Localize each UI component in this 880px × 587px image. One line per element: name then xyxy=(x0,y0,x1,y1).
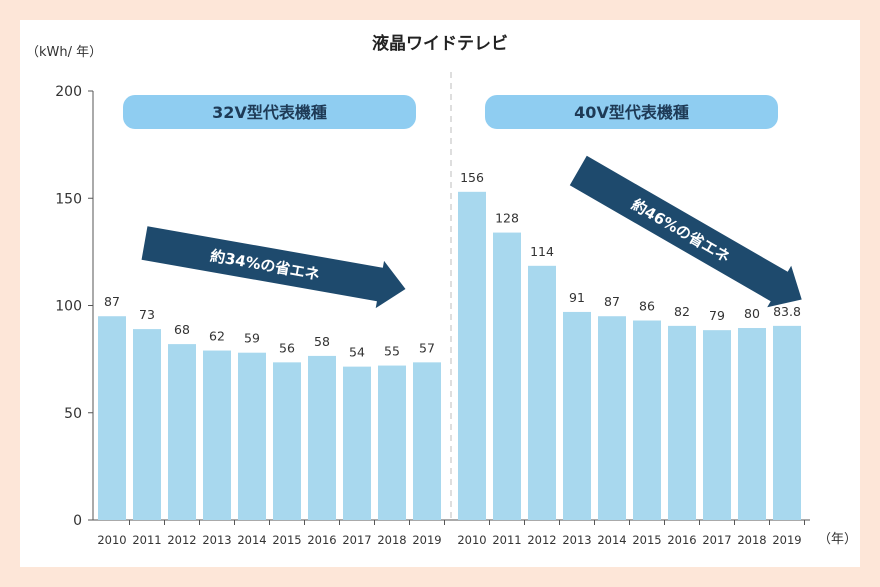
bar xyxy=(738,328,766,520)
x-axis-unit: （年） xyxy=(818,532,857,547)
bar xyxy=(773,325,801,520)
group-name: 32V型代表機種 xyxy=(212,103,327,122)
bar-chart: 液晶ワイドテレビ （kWh/ 年） 0 50 100 150 200 87 2010 73 2… xyxy=(26,33,857,547)
y-tick-label: 100 xyxy=(55,299,82,315)
x-tick-label: 2019 xyxy=(772,533,801,547)
x-tick-label: 2010 xyxy=(457,533,486,547)
arrow-shape xyxy=(141,226,406,309)
bar xyxy=(308,355,336,520)
bar xyxy=(238,352,266,520)
data-label: 73 xyxy=(139,307,155,322)
savings-arrow: 約34%の省エネ xyxy=(141,226,406,309)
x-tick-label: 2016 xyxy=(667,533,696,547)
bar xyxy=(668,325,696,520)
data-label: 114 xyxy=(530,244,554,259)
data-label: 68 xyxy=(174,322,190,337)
x-tick-label: 2016 xyxy=(307,533,336,547)
bar xyxy=(343,366,371,520)
data-label: 54 xyxy=(349,345,365,360)
bar xyxy=(413,362,441,520)
data-label: 58 xyxy=(314,334,330,349)
savings-label: 約46%の省エネ xyxy=(628,195,733,266)
x-tick-label: 2018 xyxy=(737,533,766,547)
x-tick-label: 2011 xyxy=(492,533,521,547)
data-label: 91 xyxy=(569,290,585,305)
x-tick-label: 2013 xyxy=(202,533,231,547)
chart-title: 液晶ワイドテレビ xyxy=(372,33,508,54)
x-tick-label: 2018 xyxy=(377,533,406,547)
bar xyxy=(598,316,626,520)
bar xyxy=(98,316,126,520)
y-tick-label: 0 xyxy=(73,513,82,529)
x-tick-label: 2015 xyxy=(272,533,301,547)
x-tick-label: 2014 xyxy=(237,533,266,547)
bar xyxy=(493,232,521,520)
group-name: 40V型代表機種 xyxy=(574,103,689,122)
bar xyxy=(633,320,661,520)
x-tick-label: 2011 xyxy=(132,533,161,547)
data-label: 57 xyxy=(419,340,435,355)
data-label: 55 xyxy=(384,344,400,359)
arrow-shape xyxy=(569,155,802,308)
group-pill xyxy=(123,95,416,129)
data-label: 79 xyxy=(709,308,725,323)
data-label: 86 xyxy=(639,299,655,314)
y-tick-label: 200 xyxy=(55,84,82,100)
x-tick-label: 2015 xyxy=(632,533,661,547)
x-tick-label: 2017 xyxy=(342,533,371,547)
data-label: 83.8 xyxy=(773,304,801,319)
x-tick-label: 2010 xyxy=(97,533,126,547)
y-tick-label: 150 xyxy=(55,191,82,207)
bar xyxy=(273,362,301,520)
data-label: 56 xyxy=(279,340,295,355)
y-tick-label: 50 xyxy=(64,406,82,422)
x-tick-label: 2017 xyxy=(702,533,731,547)
chart-panel: 液晶ワイドテレビ （kWh/ 年） 0 50 100 150 200 87 2010 73 2… xyxy=(20,20,860,567)
bar xyxy=(378,365,406,520)
bar xyxy=(528,265,556,520)
y-axis-unit: （kWh/ 年） xyxy=(26,45,102,60)
bar xyxy=(458,191,486,520)
data-label: 156 xyxy=(460,170,484,185)
x-tick-label: 2014 xyxy=(597,533,626,547)
x-tick-label: 2019 xyxy=(412,533,441,547)
bar xyxy=(563,311,591,520)
x-tick-label: 2012 xyxy=(527,533,556,547)
x-tick-label: 2013 xyxy=(562,533,591,547)
bar xyxy=(133,329,161,520)
data-label: 62 xyxy=(209,329,225,344)
data-label: 128 xyxy=(495,211,519,226)
group-pill xyxy=(485,95,778,129)
data-label: 80 xyxy=(744,306,760,321)
bar xyxy=(168,344,196,520)
bar xyxy=(703,330,731,520)
data-label: 87 xyxy=(104,294,120,309)
data-label: 82 xyxy=(674,304,690,319)
x-tick-label: 2012 xyxy=(167,533,196,547)
bar xyxy=(203,350,231,520)
data-label: 87 xyxy=(604,294,620,309)
data-label: 59 xyxy=(244,331,260,346)
